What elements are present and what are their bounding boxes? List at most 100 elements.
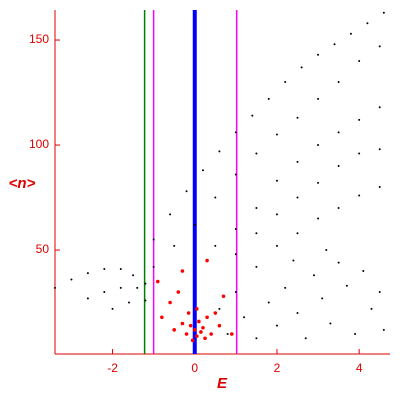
data-point: [349, 32, 352, 35]
data-point: [234, 228, 237, 231]
data-point: [192, 328, 197, 332]
data-point: [317, 97, 320, 100]
data-point: [366, 22, 369, 25]
data-point: [190, 338, 195, 343]
data-point: [354, 333, 357, 336]
data-point: [333, 43, 336, 46]
data-point: [296, 116, 299, 119]
data-point: [218, 307, 221, 310]
data-point: [267, 301, 270, 304]
data-point: [251, 114, 254, 117]
data-point: [214, 244, 217, 247]
data-point: [358, 118, 361, 121]
data-point: [176, 290, 181, 294]
data-point: [54, 286, 56, 289]
data-point: [292, 259, 295, 262]
data-point: [160, 315, 164, 320]
data-point: [201, 169, 204, 172]
data-point: [275, 179, 278, 182]
data-point: [201, 325, 205, 330]
data-point: [144, 282, 147, 285]
x-tick-label: 0: [191, 361, 198, 375]
data-point: [111, 307, 114, 310]
data-point: [255, 265, 258, 268]
data-point: [275, 133, 278, 136]
data-point: [234, 253, 237, 256]
data-point: [195, 307, 199, 311]
data-point: [168, 300, 172, 305]
data-point: [234, 291, 237, 294]
data-point: [132, 274, 135, 277]
data-point: [378, 148, 381, 151]
data-point: [337, 261, 340, 264]
y-tick-label: 150: [29, 32, 49, 46]
data-point: [217, 323, 222, 328]
data-point: [317, 217, 320, 220]
data-point: [284, 81, 287, 84]
data-point: [358, 194, 361, 197]
data-point: [185, 190, 188, 193]
data-point: [255, 337, 258, 340]
data-point: [296, 232, 299, 235]
data-point: [267, 97, 270, 100]
data-point: [296, 160, 299, 163]
data-point: [370, 307, 373, 310]
data-point: [226, 333, 229, 336]
data-point: [378, 291, 381, 294]
y-tick-label: 100: [29, 137, 49, 151]
data-point: [358, 60, 361, 63]
data-point: [119, 267, 122, 270]
data-point: [180, 321, 185, 326]
data-point: [275, 213, 278, 216]
data-point: [199, 330, 203, 334]
data-point: [103, 267, 106, 270]
data-point: [325, 249, 328, 252]
data-point: [255, 232, 258, 235]
data-point: [296, 312, 299, 315]
x-tick-label: 2: [274, 361, 281, 375]
data-point: [188, 323, 193, 328]
x-tick-label: -2: [107, 361, 118, 375]
data-point: [296, 196, 299, 199]
data-point: [312, 274, 315, 277]
data-point: [136, 286, 139, 289]
data-point: [127, 301, 130, 304]
data-point: [378, 186, 381, 189]
data-point: [184, 332, 189, 336]
data-point: [358, 152, 361, 155]
y-axis-title: <n>: [9, 175, 36, 192]
data-point: [234, 131, 237, 134]
data-point: [119, 286, 122, 289]
data-point: [317, 181, 320, 184]
data-point: [205, 315, 209, 320]
data-point: [152, 238, 155, 241]
data-point: [103, 291, 106, 294]
data-point: [337, 207, 340, 210]
data-point: [255, 152, 258, 155]
data-point: [172, 328, 177, 332]
data-point: [300, 66, 303, 69]
x-axis-title: E: [217, 375, 228, 392]
data-point: [86, 272, 89, 275]
data-point: [234, 173, 237, 176]
data-point: [382, 328, 385, 331]
data-point: [229, 332, 234, 336]
data-point: [218, 150, 221, 153]
data-point: [186, 311, 191, 315]
data-point: [337, 131, 340, 134]
y-tick-label: 50: [36, 242, 50, 256]
data-point: [221, 294, 226, 299]
data-point: [317, 144, 320, 147]
data-point: [275, 244, 278, 247]
data-point: [382, 11, 385, 14]
data-point: [144, 299, 147, 302]
data-point: [243, 316, 246, 319]
data-point: [152, 265, 155, 268]
data-point: [214, 196, 217, 199]
data-point: [205, 258, 209, 263]
data-point: [195, 334, 199, 338]
data-point: [155, 279, 160, 284]
data-point: [345, 284, 348, 287]
data-point: [209, 332, 213, 336]
